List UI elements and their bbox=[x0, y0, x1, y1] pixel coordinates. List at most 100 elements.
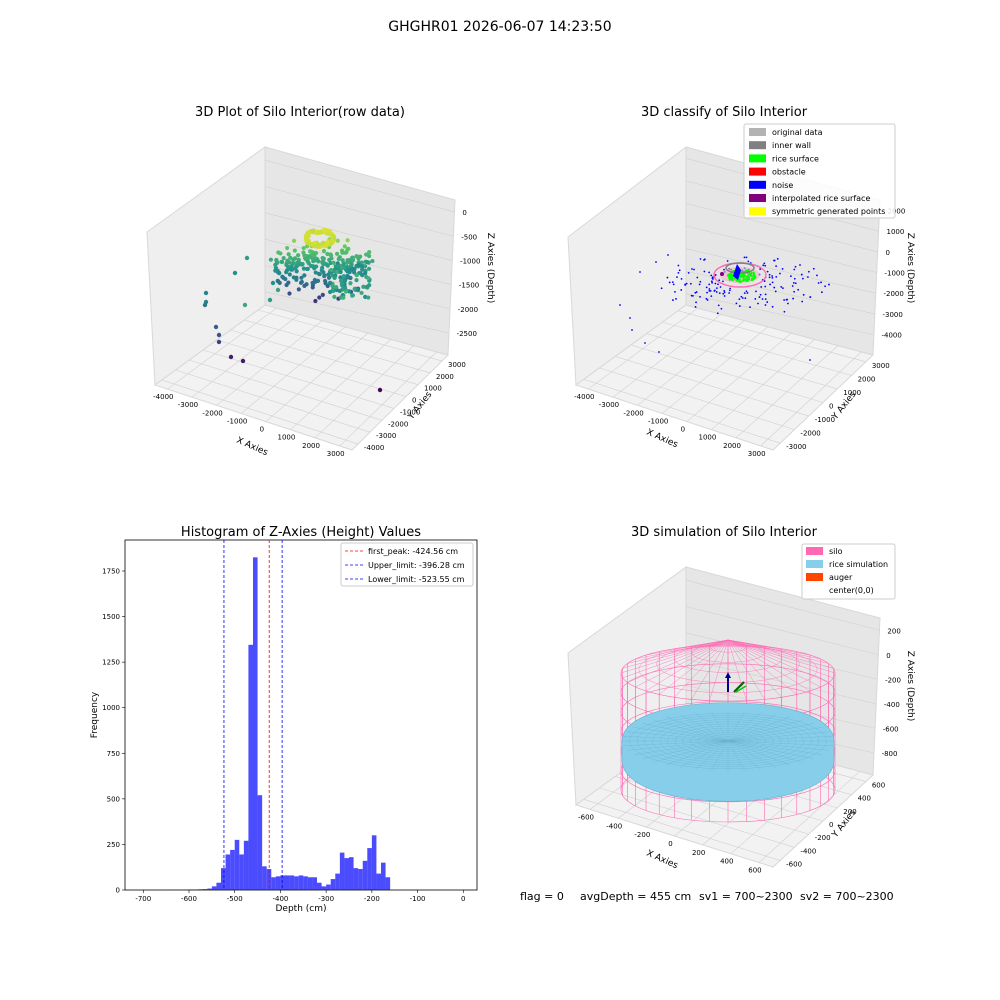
histogram-bar bbox=[376, 873, 381, 890]
y-tick-label: 1250 bbox=[102, 659, 120, 667]
rice-grid-spoke bbox=[727, 740, 833, 746]
rice-surface-point bbox=[749, 274, 753, 277]
noise-point bbox=[763, 262, 766, 265]
cls-z-ticks: 2000 1000 0 -1000 -2000 -3000 -4000 bbox=[882, 207, 906, 339]
data-point bbox=[232, 270, 238, 276]
y-tick-label: 1000 bbox=[102, 704, 120, 712]
cls-pane-floor bbox=[574, 304, 874, 451]
data-point bbox=[311, 253, 316, 258]
rice-grid-spoke bbox=[711, 740, 729, 771]
noise-point bbox=[690, 294, 693, 297]
noise-point bbox=[743, 292, 746, 295]
hist-legend-box bbox=[340, 542, 474, 587]
rice-surface-point bbox=[737, 280, 740, 283]
rice-grid-spoke bbox=[627, 740, 729, 751]
legend-label: rice simulation bbox=[829, 560, 888, 569]
gridline-y bbox=[230, 329, 419, 385]
data-point bbox=[286, 264, 291, 270]
hist-plot-area bbox=[124, 539, 478, 891]
noise-point bbox=[639, 271, 641, 273]
legend-label: symmetric generated points bbox=[772, 207, 885, 216]
noise-point bbox=[743, 256, 746, 259]
legend-label: inner wall bbox=[772, 141, 811, 150]
y-tick-label: 1500 bbox=[102, 613, 120, 621]
raw-pane-floor bbox=[153, 304, 449, 451]
data-point bbox=[305, 259, 310, 264]
rice-surface-point bbox=[754, 275, 757, 278]
gridline-z bbox=[685, 225, 877, 273]
noise-point bbox=[677, 264, 680, 267]
raw-scatter-points bbox=[202, 227, 383, 393]
gridline-y bbox=[161, 379, 359, 445]
noise-point bbox=[726, 260, 729, 262]
z-tick-label: -4000 bbox=[882, 332, 902, 340]
noise-point bbox=[783, 310, 786, 313]
y-tick-label: 2000 bbox=[436, 373, 454, 381]
x-tick-label: -1000 bbox=[227, 417, 247, 425]
noise-point bbox=[764, 298, 767, 301]
figure-title: GHGHR01 2026-06-07 14:23:50 bbox=[388, 19, 611, 35]
data-point bbox=[342, 278, 347, 284]
noise-point bbox=[696, 276, 699, 279]
histogram-bar bbox=[216, 882, 221, 890]
rice-surface-point bbox=[753, 273, 756, 276]
z-tick-label: -2000 bbox=[884, 290, 904, 298]
noise-point bbox=[792, 297, 795, 300]
histogram-bar bbox=[262, 866, 267, 890]
noise-point bbox=[828, 283, 830, 286]
noise-point bbox=[705, 286, 708, 289]
legend-label: noise bbox=[772, 181, 793, 190]
y-tick-label: -200 bbox=[815, 834, 831, 842]
gridline-y bbox=[583, 798, 781, 861]
noise-point bbox=[793, 277, 796, 280]
noise-point bbox=[771, 276, 774, 279]
data-point bbox=[296, 287, 301, 292]
x-tick-label: 3000 bbox=[327, 450, 345, 458]
noise-point bbox=[660, 287, 663, 290]
noise-point bbox=[705, 297, 708, 300]
hist-bars bbox=[166, 557, 391, 890]
z-tick-label: -1000 bbox=[885, 270, 905, 278]
data-point bbox=[347, 289, 352, 294]
histogram-bar bbox=[257, 795, 263, 890]
legend-label: rice surface bbox=[772, 154, 819, 163]
histogram-bar bbox=[312, 877, 317, 890]
y-tick-label: 400 bbox=[858, 795, 871, 803]
rice-surface-point bbox=[744, 278, 747, 281]
data-point bbox=[294, 264, 299, 269]
z-tick-label: -500 bbox=[461, 233, 477, 241]
noise-point bbox=[793, 290, 796, 293]
data-point bbox=[301, 266, 307, 271]
noise-point bbox=[676, 276, 678, 279]
x-tick-label: -600 bbox=[181, 895, 197, 903]
y-tick-label: -3000 bbox=[786, 443, 806, 451]
gridline-z bbox=[685, 606, 879, 656]
status-sv2: sv2 = 700~2300 bbox=[800, 890, 894, 903]
data-point bbox=[317, 272, 322, 277]
legend-label: obstacle bbox=[772, 168, 806, 177]
x-tick-label: -2000 bbox=[202, 409, 222, 417]
data-point bbox=[344, 260, 350, 265]
raw-x-axis-label: X Axies bbox=[235, 436, 270, 459]
noise-point bbox=[757, 302, 759, 305]
data-point bbox=[228, 354, 234, 360]
noise-point bbox=[695, 301, 697, 304]
z-tick-label: 200 bbox=[887, 627, 900, 635]
histogram-bar bbox=[385, 877, 391, 890]
data-point bbox=[279, 259, 285, 265]
data-point bbox=[349, 262, 354, 267]
noise-point bbox=[763, 280, 766, 282]
data-point bbox=[335, 238, 340, 243]
rice-surface-point bbox=[730, 273, 733, 276]
data-point bbox=[291, 238, 297, 243]
rice-grid-spoke bbox=[627, 731, 729, 742]
status-avg-depth: avgDepth = 455 cm bbox=[580, 890, 691, 903]
silo-roof-wire bbox=[727, 639, 811, 692]
data-point bbox=[274, 259, 279, 264]
y-tick-label: 0 bbox=[829, 403, 833, 411]
rice-surface-point bbox=[753, 277, 756, 280]
data-point bbox=[350, 293, 355, 298]
rice-surface-point bbox=[727, 273, 730, 276]
histogram-bar bbox=[339, 852, 345, 890]
noise-point bbox=[781, 268, 784, 270]
